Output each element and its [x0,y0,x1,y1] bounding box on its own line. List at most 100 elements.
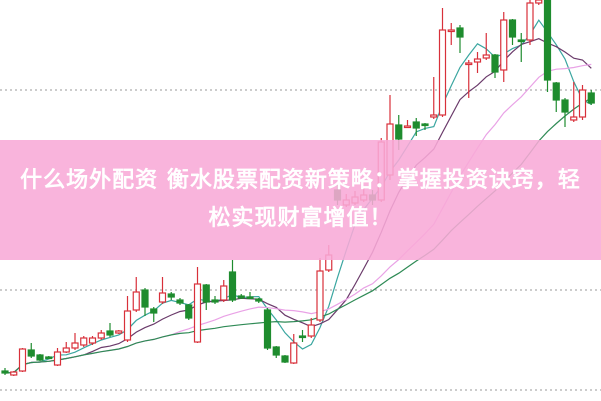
candle-body [482,54,490,59]
candle-body [27,349,35,357]
candle-down [167,292,175,300]
candle-up [132,277,140,312]
candle-body [10,371,18,376]
candle-body [298,335,307,339]
candle-body [561,99,569,113]
candle-down [237,294,245,299]
candle-up [500,12,508,82]
candle-up [53,348,62,366]
candle-body [71,342,79,349]
candle-body [491,54,499,73]
candle-up [71,333,79,350]
candle-up [307,318,315,338]
candle-body [167,293,175,298]
candle-body [1,370,9,374]
candle-body [88,337,97,344]
candle-down [36,354,44,361]
candle-body [535,0,543,4]
candle-body [552,82,560,101]
candle-body [578,89,587,118]
candle-down [298,330,307,342]
candle-down [141,288,149,316]
candle-body [395,124,403,140]
candle-body [97,332,105,339]
candle-down [263,308,272,350]
candle-down [150,307,158,322]
candle-body [403,125,412,129]
candle-down [281,355,289,363]
candle-body [185,304,193,319]
candle-up [88,336,97,345]
candle-down [45,356,53,360]
candle-down [106,323,114,337]
candle-up [220,280,228,302]
candle-body [228,271,237,301]
candle-down [421,123,429,130]
candle-body [316,270,324,321]
candle-body [517,39,525,43]
candle-down [456,25,464,53]
candle-up [158,277,167,304]
candle-down [255,298,263,303]
candle-down [272,346,280,358]
candle-down [412,118,420,136]
candle-body [421,123,429,127]
candle-body [438,29,447,116]
candle-up [447,23,455,45]
candle-up [438,8,447,117]
candle-body [202,284,210,303]
candle-body [508,19,517,38]
candle-body [587,92,595,104]
candle-body [263,309,272,349]
candle-up [403,120,412,129]
candle-body [123,310,132,341]
candle-body [62,347,70,353]
candle-down [211,296,219,304]
candle-body [447,29,455,33]
candle-body [290,342,298,364]
candle-down [491,54,499,78]
title-banner: 什么场外配资 衡水股票配资新策略：掌握投资诀窍，轻松实现财富增值！ [0,140,601,260]
candle-body [220,285,228,301]
candle-down [561,98,569,127]
candle-body [18,348,27,372]
candle-body [465,62,473,66]
gridlines [0,89,601,391]
candle-body [473,58,482,63]
candle-body [237,295,245,299]
candle-up [80,336,88,347]
candle-down [27,343,35,358]
candle-body [281,355,289,363]
candle-body [158,292,167,303]
candle-body [456,27,464,38]
candle-body [115,330,123,334]
candle-up [18,348,27,372]
candle-up [465,60,473,98]
candle-body [255,298,263,302]
candle-body [430,114,438,118]
candle-body [307,324,315,337]
candle-body [176,299,184,304]
candle-up [62,342,70,353]
candle-up [115,330,123,334]
candle-body [500,19,508,71]
candle-up [526,0,534,45]
candle-body [36,354,44,361]
candle-down [185,304,193,320]
candle-down [176,298,184,305]
candle-up [10,371,18,376]
candle-down [228,260,237,302]
candle-down [543,0,552,92]
candle-body [106,330,114,336]
candle-body [570,116,578,121]
candle-up [430,77,438,119]
candle-down [246,292,254,300]
candle-down [1,368,9,375]
candle-body [53,351,62,366]
candle-up [482,33,490,60]
candle-body [80,337,88,346]
candle-up [473,52,482,73]
candle-body [526,2,534,41]
candle-body [45,356,53,360]
candle-up [578,85,587,120]
